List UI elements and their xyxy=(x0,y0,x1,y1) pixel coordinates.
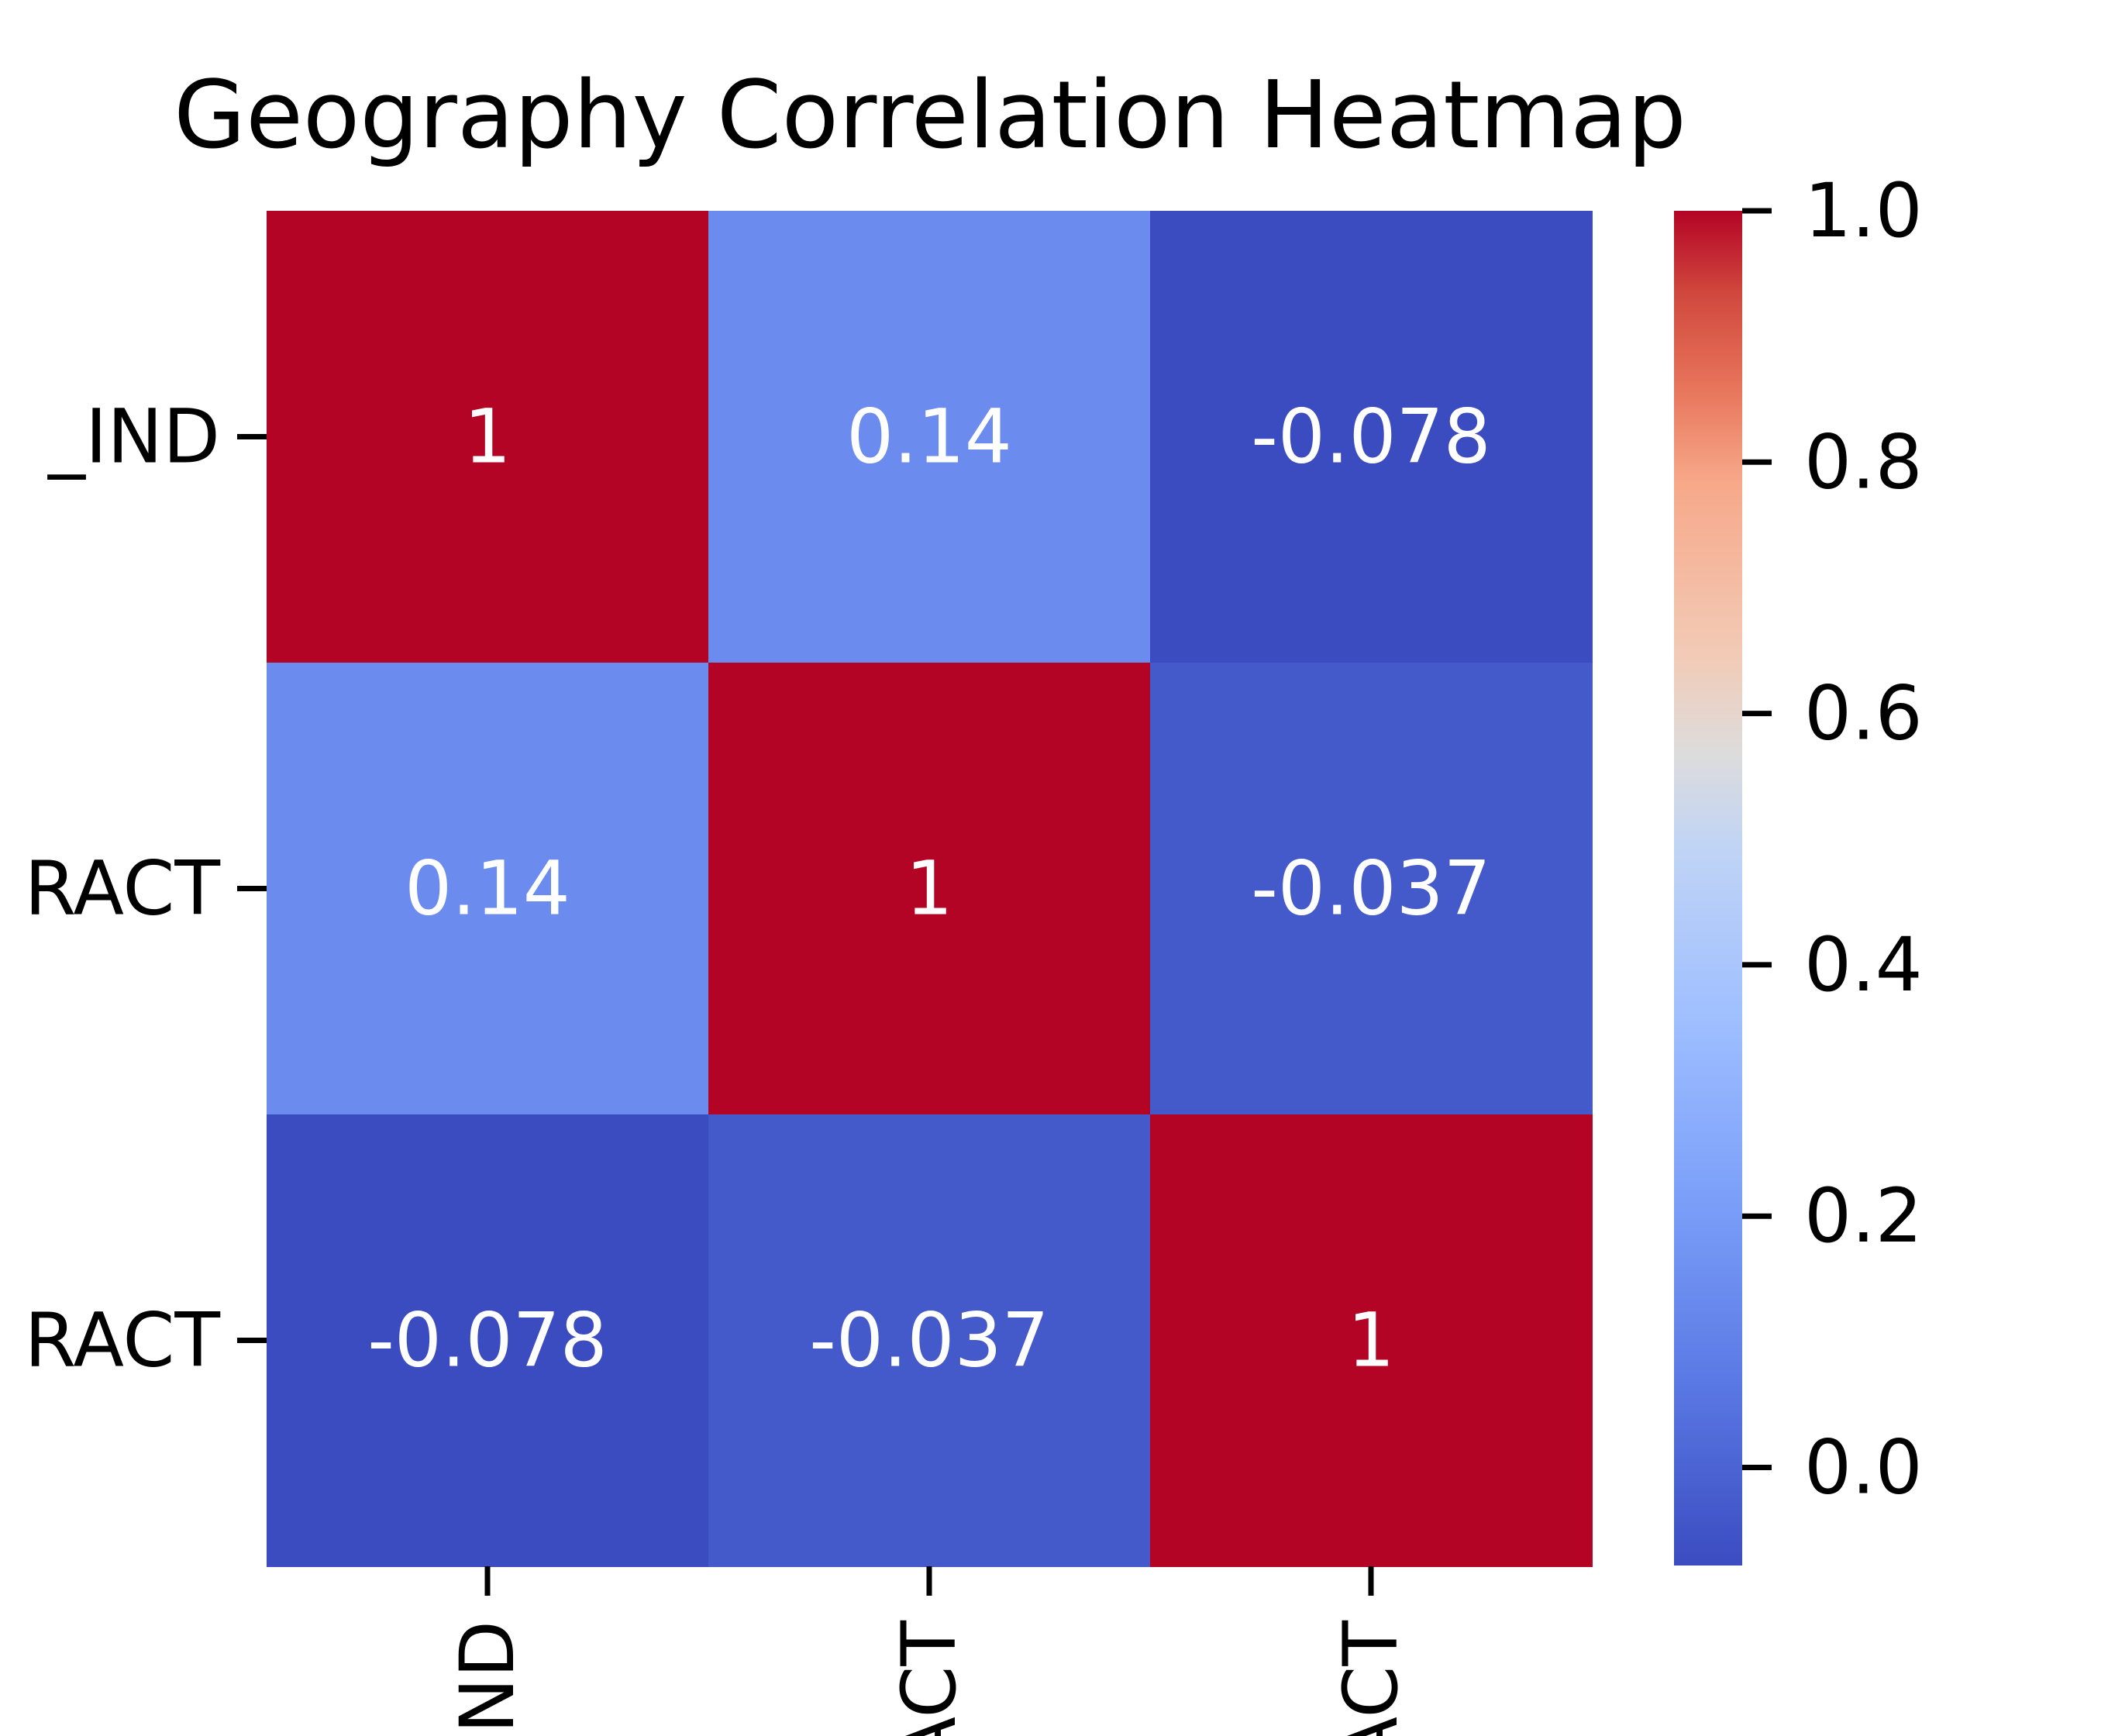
colorbar-gradient xyxy=(1674,211,1742,1566)
cell-value-label: -0.037 xyxy=(809,1297,1049,1384)
chart-title: Geography Correlation Heatmap xyxy=(174,62,1686,170)
colorbar-tick-label: 1.0 xyxy=(1804,167,1923,254)
heatmap-cell xyxy=(708,663,1151,1115)
cell-value-label: -0.078 xyxy=(367,1297,607,1384)
colorbar-tick-label: 0.8 xyxy=(1804,418,1923,505)
heatmap-cell xyxy=(267,663,709,1115)
heatmap-cell xyxy=(1150,663,1593,1115)
row-axis: _IND RACT RACT xyxy=(25,394,267,1384)
colorbar-tick-label: 0.4 xyxy=(1804,921,1923,1008)
cell-value-label: 1 xyxy=(1347,1297,1394,1384)
row-tick-label: RACT xyxy=(25,1297,221,1384)
colorbar: 0.0 0.2 0.4 0.6 0.8 1.0 xyxy=(1674,167,1923,1566)
cell-value-label: 0.14 xyxy=(405,846,570,932)
heatmap-cell xyxy=(267,211,709,663)
heatmap-cell xyxy=(1150,1114,1593,1567)
heatmap-cell xyxy=(267,1114,709,1567)
row-tick-label: _IND xyxy=(47,394,220,480)
cell-value-label: 1 xyxy=(905,846,952,932)
heatmap-cell xyxy=(1150,211,1593,663)
heatmap-cells: 1 0.14 -0.078 0.14 1 -0.037 -0.078 -0.037 1 xyxy=(267,211,1593,1567)
cell-value-label: -0.037 xyxy=(1251,846,1490,932)
cell-value-label: 1 xyxy=(463,394,511,480)
colorbar-ticks: 0.0 0.2 0.4 0.6 0.8 1.0 xyxy=(1742,167,1923,1511)
heatmap-cell xyxy=(708,1114,1151,1567)
heatmap-cell xyxy=(708,211,1151,663)
cell-value-label: -0.078 xyxy=(1251,394,1490,480)
col-tick-label: ACT xyxy=(886,1621,973,1736)
colorbar-tick-label: 0.6 xyxy=(1804,670,1923,757)
colorbar-tick-label: 0.0 xyxy=(1804,1424,1923,1511)
col-axis: ND ACT ACT xyxy=(444,1566,1414,1736)
colorbar-tick-label: 0.2 xyxy=(1804,1173,1923,1259)
col-tick-label: ND xyxy=(444,1621,531,1734)
cell-value-label: 0.14 xyxy=(846,394,1012,480)
col-tick-label: ACT xyxy=(1328,1621,1414,1736)
row-tick-label: RACT xyxy=(25,846,221,932)
